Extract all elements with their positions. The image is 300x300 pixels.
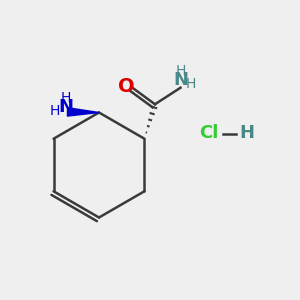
Text: H: H bbox=[175, 64, 186, 78]
Text: O: O bbox=[118, 77, 134, 96]
Text: H: H bbox=[61, 91, 71, 104]
Text: H: H bbox=[50, 104, 60, 118]
Text: H: H bbox=[186, 77, 196, 91]
Text: Cl: Cl bbox=[199, 124, 218, 142]
Text: N: N bbox=[58, 98, 74, 116]
Text: N: N bbox=[173, 71, 188, 89]
Text: H: H bbox=[239, 124, 254, 142]
Polygon shape bbox=[68, 108, 99, 116]
